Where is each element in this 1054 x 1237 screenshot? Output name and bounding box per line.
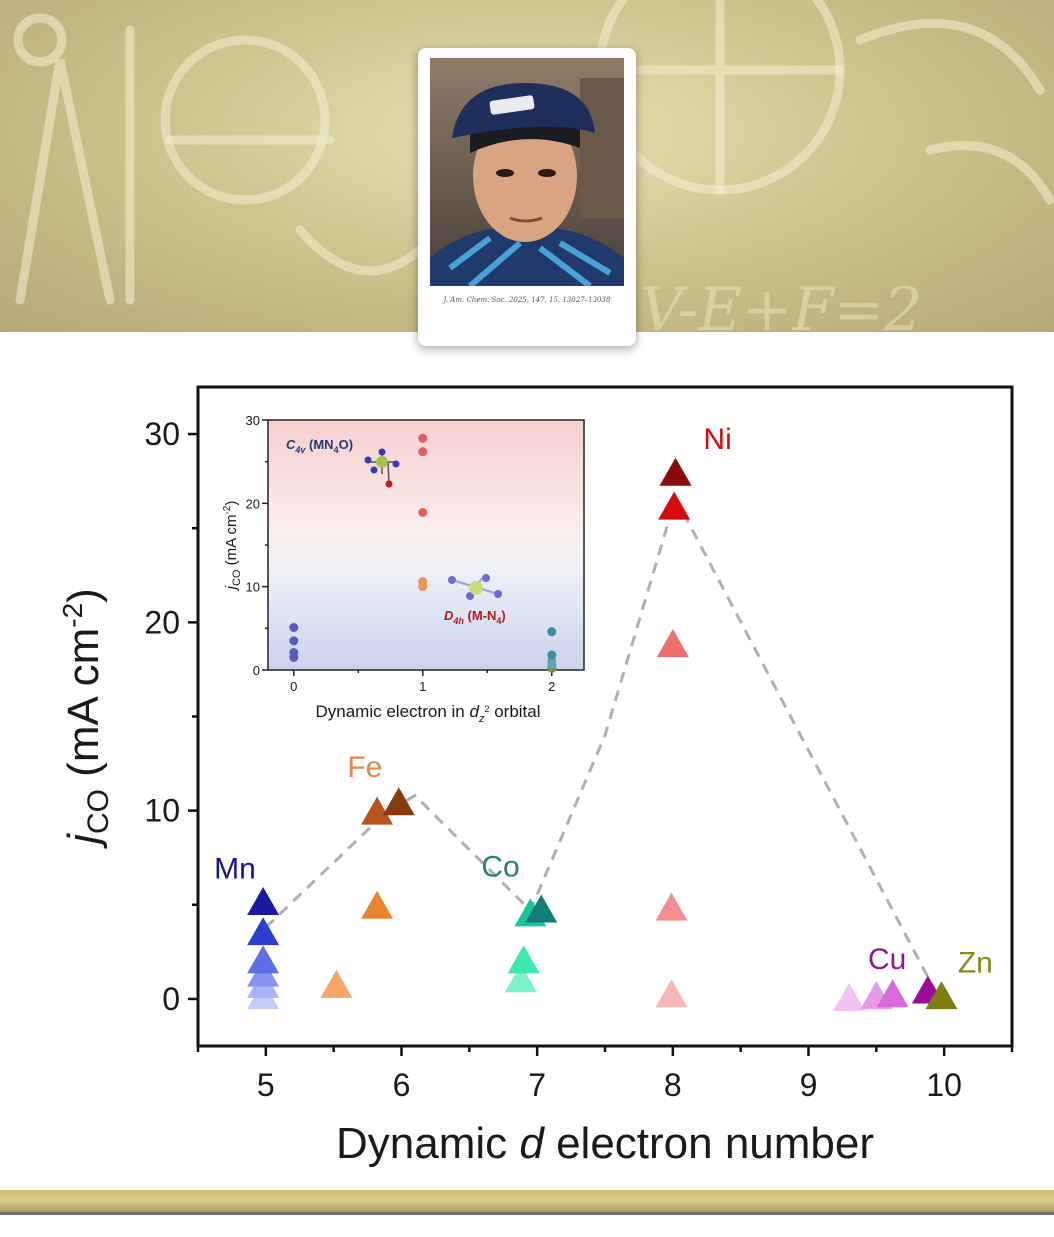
inset-data-point (547, 650, 557, 660)
portrait-image (430, 58, 624, 286)
x-tick-label: 7 (528, 1067, 546, 1103)
doodle-equation-text: V-E+F=2 (640, 275, 922, 332)
data-point-fe (361, 796, 394, 825)
data-point-fe (320, 969, 353, 998)
data-point-ni (659, 457, 692, 486)
bottom-decorative-strip (0, 1190, 1054, 1212)
inset-y-tick-label: 10 (246, 580, 260, 595)
bottom-divider (0, 1212, 1054, 1215)
x-tick-label: 10 (926, 1067, 962, 1103)
element-label-ni: Ni (703, 423, 731, 456)
inset-plot: 0 1 2 0 10 20 30 Dynamic electron in dz2 orbi… (222, 413, 585, 725)
main-x-ticks: 5 6 7 8 9 10 (196, 1046, 1014, 1103)
x-tick-label: 5 (257, 1067, 275, 1103)
x-tick-label: 6 (393, 1067, 411, 1103)
y-tick-label: 0 (162, 981, 180, 1017)
inset-data-point (418, 577, 428, 587)
data-point-ni (655, 979, 688, 1008)
data-point-fe (382, 787, 415, 816)
molecule-c4v-icon (364, 448, 400, 488)
data-point-cu (876, 979, 909, 1008)
main-x-axis-label: Dynamic d electron number (336, 1119, 874, 1168)
portrait-card: J. Am. Chem. Soc. 2025, 147, 15, 13027–1… (418, 48, 636, 346)
element-label-cu: Cu (868, 943, 906, 976)
inset-data-point (418, 447, 428, 457)
inset-annotation-d4h: D4h (M-N4) (444, 608, 506, 626)
molecule-d4h-icon (448, 574, 502, 600)
inset-data-point (547, 627, 557, 637)
inset-y-tick-label: 30 (246, 413, 260, 428)
element-label-mn: Mn (214, 852, 256, 885)
inset-x-tick-label: 0 (290, 679, 297, 694)
inset-data-point (418, 508, 428, 517)
main-y-axis-label: jCO (mA cm-2) (57, 588, 115, 849)
element-labels: Mn Fe Co Ni Cu Zn (214, 423, 993, 979)
inset-data-point (289, 636, 299, 646)
data-point-co (504, 964, 537, 993)
data-point-ni (655, 892, 688, 921)
inset-x-tick-label: 2 (548, 679, 555, 694)
main-data-points (247, 457, 958, 1012)
element-label-zn: Zn (958, 947, 993, 980)
inset-data-points (289, 433, 557, 673)
citation-text: J. Am. Chem. Soc. 2025, 147, 15, 13027–1… (443, 296, 611, 304)
data-point-mn (247, 887, 280, 916)
y-tick-label: 10 (144, 793, 180, 829)
inset-x-tick-label: 1 (419, 679, 426, 694)
x-tick-label: 8 (664, 1067, 682, 1103)
element-label-co: Co (481, 851, 519, 884)
data-point-cu (833, 983, 866, 1012)
inset-y-ticks: 0 10 20 30 (246, 413, 268, 678)
inset-data-point (289, 623, 299, 632)
y-tick-label: 20 (144, 604, 180, 640)
y-tick-label: 30 (144, 416, 180, 452)
main-y-ticks: 0 10 20 30 (144, 416, 198, 1017)
inset-y-tick-label: 0 (253, 663, 260, 678)
element-label-fe: Fe (347, 751, 382, 784)
data-point-zn (925, 981, 958, 1010)
inset-y-tick-label: 20 (246, 496, 260, 511)
data-point-ni (656, 629, 689, 658)
data-point-mn (247, 945, 280, 974)
inset-y-axis-label: jCO (mA cm-2) (222, 501, 243, 592)
inset-x-axis-label: Dynamic electron in dz2 orbital (315, 702, 540, 725)
data-point-co (507, 945, 540, 974)
inset-data-point (418, 433, 428, 443)
data-point-co (525, 894, 558, 923)
inset-annotation-c4v: C4v (MN4O) (286, 437, 353, 455)
inset-data-point (289, 648, 299, 657)
chemistry-doodle-decoration: V-E+F=2 (13, 0, 1054, 332)
data-point-mn (247, 917, 280, 946)
inset-x-ticks: 0 1 2 (290, 670, 555, 694)
data-point-ni (658, 491, 691, 520)
inset-background (268, 420, 584, 670)
data-point-fe (361, 890, 394, 919)
x-tick-label: 9 (800, 1067, 818, 1103)
